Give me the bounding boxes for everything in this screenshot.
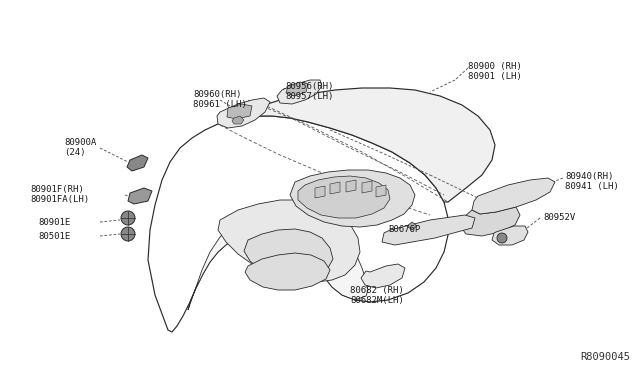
Polygon shape bbox=[232, 116, 244, 124]
Text: 80960(RH)
80961 (LH): 80960(RH) 80961 (LH) bbox=[193, 90, 247, 109]
Polygon shape bbox=[298, 176, 390, 218]
Text: R8090045: R8090045 bbox=[580, 352, 630, 362]
Text: 80901E: 80901E bbox=[38, 218, 70, 227]
Polygon shape bbox=[361, 264, 405, 288]
Text: 80952V: 80952V bbox=[543, 213, 575, 222]
Polygon shape bbox=[148, 116, 448, 332]
Circle shape bbox=[497, 233, 507, 243]
Circle shape bbox=[121, 211, 135, 225]
Polygon shape bbox=[188, 207, 368, 310]
Text: 80682 (RH)
80682M(LH): 80682 (RH) 80682M(LH) bbox=[350, 286, 404, 305]
Text: 80900A
(24): 80900A (24) bbox=[64, 138, 96, 157]
Circle shape bbox=[121, 227, 135, 241]
Polygon shape bbox=[376, 185, 386, 197]
Text: 80501E: 80501E bbox=[38, 232, 70, 241]
Polygon shape bbox=[346, 180, 356, 192]
Polygon shape bbox=[407, 222, 417, 230]
Polygon shape bbox=[217, 98, 270, 128]
Polygon shape bbox=[362, 181, 372, 193]
Polygon shape bbox=[290, 170, 415, 227]
Polygon shape bbox=[315, 186, 325, 198]
Polygon shape bbox=[244, 229, 333, 279]
Polygon shape bbox=[245, 253, 330, 290]
Polygon shape bbox=[330, 182, 340, 194]
Polygon shape bbox=[492, 226, 528, 245]
Text: 80900 (RH)
80901 (LH): 80900 (RH) 80901 (LH) bbox=[468, 62, 522, 81]
Polygon shape bbox=[227, 104, 252, 119]
Polygon shape bbox=[237, 88, 495, 202]
Polygon shape bbox=[127, 155, 148, 171]
Polygon shape bbox=[382, 215, 475, 245]
Polygon shape bbox=[286, 82, 308, 96]
Polygon shape bbox=[460, 207, 520, 236]
Polygon shape bbox=[128, 188, 152, 204]
Polygon shape bbox=[277, 80, 322, 104]
Text: 80940(RH)
80941 (LH): 80940(RH) 80941 (LH) bbox=[565, 172, 619, 192]
Text: 80956(RH)
80957(LH): 80956(RH) 80957(LH) bbox=[285, 82, 333, 102]
Polygon shape bbox=[218, 200, 360, 282]
Text: B0676P: B0676P bbox=[388, 225, 420, 234]
Text: 80901F(RH)
80901FA(LH): 80901F(RH) 80901FA(LH) bbox=[30, 185, 89, 204]
Polygon shape bbox=[472, 178, 555, 214]
